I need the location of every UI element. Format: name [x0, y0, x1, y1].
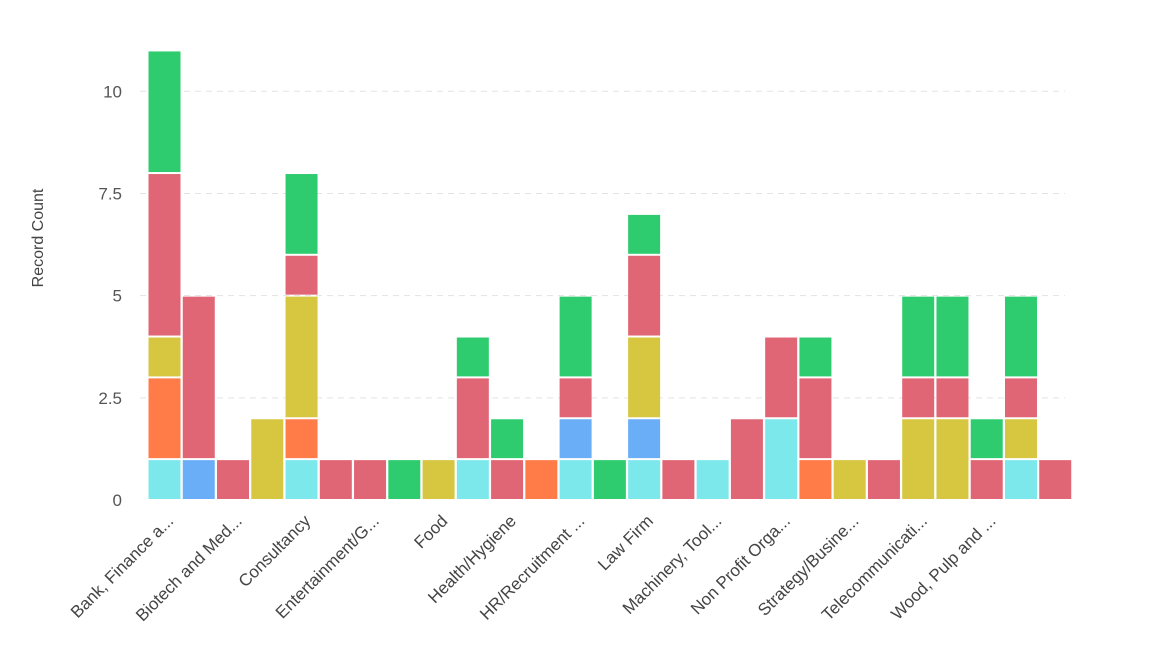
bar-segment[interactable]: [765, 419, 798, 499]
bar-segment[interactable]: [628, 419, 661, 459]
bar-segment[interactable]: [628, 460, 661, 499]
bar-segment[interactable]: [456, 378, 489, 459]
bar-segment[interactable]: [559, 296, 592, 377]
bar-segment[interactable]: [491, 460, 524, 499]
bar-segment[interactable]: [902, 296, 935, 377]
bar-segment[interactable]: [696, 460, 729, 499]
bar-segment[interactable]: [1004, 460, 1037, 499]
bar-segment[interactable]: [1039, 460, 1072, 499]
bar-segment[interactable]: [251, 419, 284, 499]
bar-segment[interactable]: [1004, 378, 1037, 418]
y-tick-label: 5: [113, 287, 122, 306]
bar-segment[interactable]: [902, 419, 935, 499]
bar-segment[interactable]: [319, 460, 352, 499]
bar-segment[interactable]: [799, 337, 832, 377]
bar-segment[interactable]: [936, 378, 969, 418]
bar-segment[interactable]: [456, 460, 489, 499]
y-tick-label: 10: [103, 82, 122, 101]
bar-segment[interactable]: [867, 460, 900, 499]
bar-segment[interactable]: [936, 419, 969, 499]
bar-segment[interactable]: [285, 174, 318, 254]
bar-segment[interactable]: [970, 419, 1003, 459]
y-axis-ticks: 0 2.5 5 7.5 10: [98, 82, 122, 510]
bar-segment[interactable]: [422, 460, 455, 499]
bar-segment[interactable]: [525, 460, 558, 499]
bar-segment[interactable]: [1004, 419, 1037, 459]
bar-segment[interactable]: [628, 337, 661, 418]
bars: [148, 51, 1072, 499]
bar-segment[interactable]: [902, 378, 935, 418]
bar-segment[interactable]: [559, 378, 592, 418]
y-tick-label: 2.5: [98, 389, 122, 408]
bar-segment[interactable]: [799, 378, 832, 459]
y-tick-label: 0: [113, 491, 122, 510]
bar-segment[interactable]: [662, 460, 695, 499]
bar-segment[interactable]: [628, 214, 661, 254]
bar-segment[interactable]: [148, 378, 181, 459]
bar-segment[interactable]: [936, 296, 969, 377]
x-axis-labels: Bank, Finance a...Biotech and Med...Cons…: [67, 511, 1000, 625]
bar-segment[interactable]: [559, 419, 592, 459]
bar-segment[interactable]: [593, 460, 626, 499]
bar-segment[interactable]: [628, 255, 661, 336]
bar-segment[interactable]: [285, 296, 318, 418]
y-axis-title: Record Count: [30, 188, 47, 287]
bar-segment[interactable]: [354, 460, 387, 499]
bar-segment[interactable]: [765, 337, 798, 418]
y-tick-label: 7.5: [98, 184, 122, 203]
bar-segment[interactable]: [148, 174, 181, 336]
bar-segment[interactable]: [730, 419, 763, 499]
bar-segment[interactable]: [559, 460, 592, 499]
bar-segment[interactable]: [799, 460, 832, 499]
bar-segment[interactable]: [285, 460, 318, 499]
x-tick-label: Food: [411, 511, 452, 552]
bar-segment[interactable]: [148, 337, 181, 377]
bar-segment[interactable]: [285, 255, 318, 295]
bar-segment[interactable]: [1004, 296, 1037, 377]
bar-segment[interactable]: [217, 460, 250, 499]
bar-segment[interactable]: [970, 460, 1003, 499]
bar-segment[interactable]: [182, 296, 215, 459]
bar-segment[interactable]: [182, 460, 215, 499]
bar-segment[interactable]: [148, 460, 181, 499]
bar-segment[interactable]: [148, 51, 181, 173]
bar-segment[interactable]: [456, 337, 489, 377]
bar-segment[interactable]: [285, 419, 318, 459]
bar-segment[interactable]: [491, 419, 524, 459]
bar-segment[interactable]: [388, 460, 421, 499]
x-tick-label: Law Firm: [594, 511, 657, 574]
bar-segment[interactable]: [833, 460, 866, 499]
